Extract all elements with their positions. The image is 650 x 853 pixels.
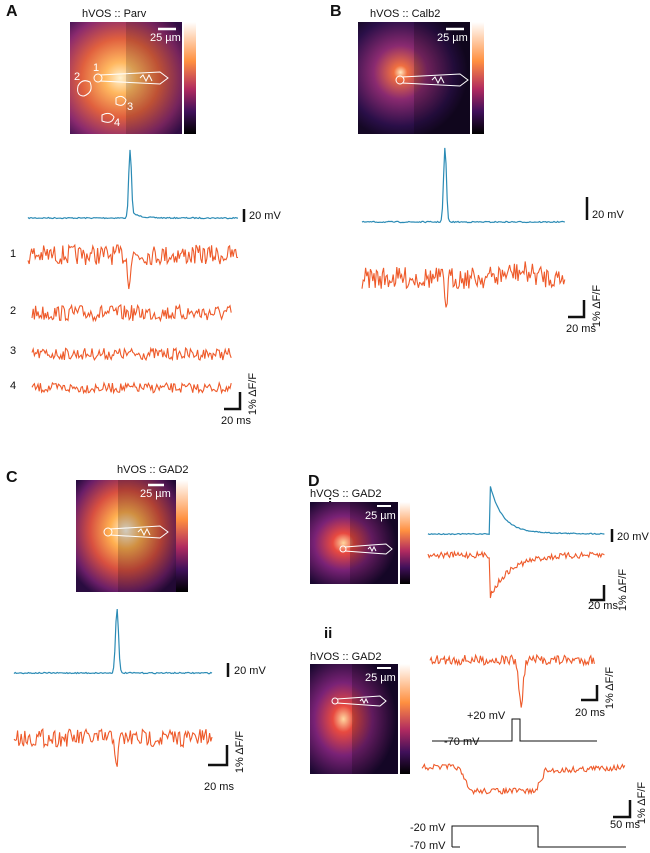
voltage-scale: 20 mV [592, 209, 624, 221]
time-scale: 20 ms [204, 781, 234, 793]
df-scale: 1% ΔF/F [636, 782, 648, 824]
panel-label: B [330, 3, 342, 20]
voltage-step [451, 825, 626, 848]
electrode [103, 525, 169, 539]
trace [13, 608, 213, 675]
scale-label: 25 µm [365, 510, 396, 522]
df-scale: 1% ΔF/F [234, 731, 246, 773]
trace-label: 3 [10, 345, 16, 357]
trace [421, 763, 626, 796]
image-seam [350, 502, 398, 584]
trace-label: 1 [10, 248, 16, 260]
roi-label: 3 [127, 101, 133, 113]
scale-label: 25 µm [140, 488, 171, 500]
electrode [93, 71, 169, 85]
roi [77, 80, 127, 123]
trace-label: 4 [10, 380, 16, 392]
colorbar [184, 22, 196, 134]
voltage-step [432, 718, 597, 742]
step-label: -70 mV [410, 840, 446, 852]
image-title: hVOS :: Parv [82, 8, 147, 20]
image-title: hVOS :: GAD2 [310, 488, 382, 500]
voltage-scale: 20 mV [249, 210, 281, 222]
scale-bar [568, 300, 586, 319]
trace [31, 381, 232, 395]
roi-label: 1 [93, 62, 99, 74]
trace [429, 653, 595, 708]
time-scale: 50 ms [610, 819, 640, 831]
trace [361, 261, 566, 308]
time-scale: 20 ms [575, 707, 605, 719]
scale-bar [613, 800, 632, 819]
image [70, 22, 182, 134]
time-scale: 20 ms [221, 415, 251, 427]
electrode [395, 73, 469, 87]
image-seam [126, 22, 182, 134]
electrode [331, 695, 387, 707]
panel-label: C [6, 469, 18, 486]
roi-label: 2 [74, 71, 80, 83]
step-label: -20 mV [410, 822, 446, 834]
voltage-scale: 20 mV [234, 665, 266, 677]
df-scale: 1% ΔF/F [247, 373, 259, 415]
colorbar [400, 502, 410, 584]
trace [31, 303, 232, 323]
roi-label: 4 [114, 117, 120, 129]
trace [31, 346, 232, 362]
image [358, 22, 470, 134]
df-scale: 1% ΔF/F [617, 569, 629, 611]
trace [13, 727, 213, 767]
scale-bar [590, 585, 606, 602]
trace [27, 243, 239, 290]
image [310, 502, 398, 584]
panel-label: D [308, 473, 320, 490]
panel-label: A [6, 3, 18, 20]
step-label: -70 mV [444, 736, 480, 748]
colorbar [400, 664, 410, 774]
scale-label: 25 µm [437, 32, 468, 44]
time-scale: 20 ms [588, 600, 618, 612]
colorbar [472, 22, 484, 134]
scale-label: 25 µm [150, 32, 181, 44]
scale-bar [224, 392, 242, 411]
image [310, 664, 398, 774]
time-scale: 20 ms [566, 323, 596, 335]
image-title: hVOS :: GAD2 [310, 651, 382, 663]
trace [361, 147, 565, 224]
trace [27, 149, 239, 220]
trace [427, 550, 605, 599]
electrode [339, 543, 393, 555]
image-title: hVOS :: Calb2 [370, 8, 440, 20]
trace [427, 486, 605, 536]
scale-bar [581, 685, 599, 702]
voltage-scale: 20 mV [617, 531, 649, 543]
df-scale: 1% ΔF/F [591, 285, 603, 327]
scale-label: 25 µm [365, 672, 396, 684]
image-title: hVOS :: GAD2 [117, 464, 189, 476]
df-scale: 1% ΔF/F [604, 667, 616, 709]
step-label: +20 mV [467, 710, 506, 722]
image-seam [352, 664, 398, 774]
trace-label: 2 [10, 305, 16, 317]
scale-bar [208, 745, 229, 767]
colorbar [176, 480, 188, 592]
subpanel-label: ii [324, 625, 332, 642]
